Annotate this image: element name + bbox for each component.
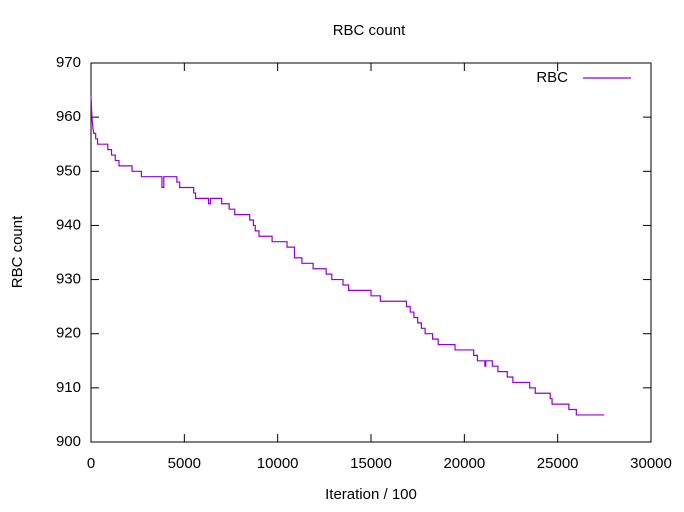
x-tick-label: 25000 [537, 455, 579, 472]
x-tick-label: 0 [87, 455, 95, 472]
y-axis-label: RBC count [9, 215, 26, 288]
y-tick-label: 900 [56, 433, 81, 450]
y-tick-label: 970 [56, 54, 81, 71]
y-tick-label: 910 [56, 379, 81, 396]
y-tick-label: 960 [56, 108, 81, 125]
y-tick-label: 930 [56, 271, 81, 288]
x-tick-label: 30000 [630, 455, 672, 472]
x-tick-label: 5000 [168, 455, 201, 472]
y-tick-label: 950 [56, 162, 81, 179]
x-tick-label: 15000 [350, 455, 392, 472]
y-tick-label: 920 [56, 325, 81, 342]
chart-title: RBC count [333, 22, 406, 39]
y-tick-label: 940 [56, 216, 81, 233]
x-tick-label: 10000 [257, 455, 299, 472]
plot-frame [90, 62, 652, 443]
legend-label: RBC [536, 69, 568, 86]
x-tick-label: 20000 [443, 455, 485, 472]
line-series [90, 95, 605, 416]
x-axis-label: Iteration / 100 [325, 486, 417, 503]
